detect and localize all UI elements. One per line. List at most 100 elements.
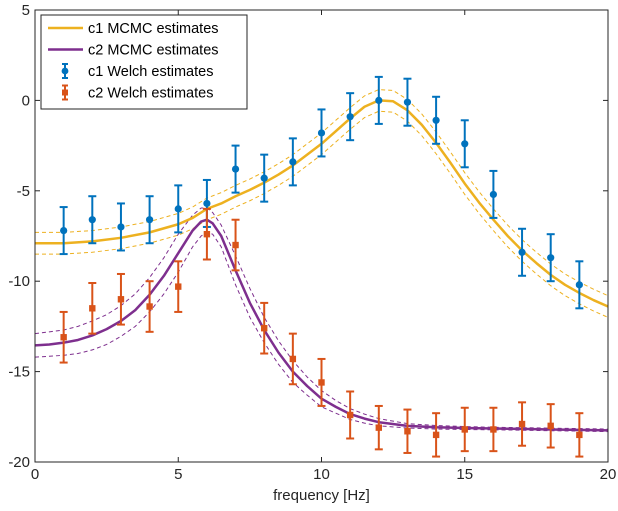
errorbar-point — [116, 202, 125, 252]
errorbar-point — [403, 77, 412, 127]
errorbar-point — [288, 137, 297, 187]
data-point-circle — [174, 205, 182, 213]
errorbar-point — [346, 390, 355, 440]
data-point-circle — [60, 226, 68, 235]
legend-label: c1 Welch estimates — [88, 64, 213, 80]
legend-swatch-marker — [62, 89, 68, 96]
data-point-square — [289, 355, 297, 363]
data-point-square — [576, 431, 583, 439]
data-point-circle — [461, 140, 469, 148]
y-tick-label: -20 — [8, 454, 30, 471]
errorbar-point — [489, 406, 498, 453]
errorbar-point — [460, 406, 469, 453]
band-upper-line — [35, 89, 608, 297]
errorbar-point — [317, 357, 326, 407]
x-axis: 0 5 10 15 20 — [31, 10, 617, 483]
data-point-square — [346, 411, 354, 419]
legend-item: c1 MCMC estimates — [48, 21, 219, 37]
errorbar-point — [432, 95, 441, 145]
errorbar-point — [145, 195, 154, 245]
legend-item: c1 Welch estimates — [61, 63, 213, 80]
y-axis: -20 -15 -10 -5 0 5 — [8, 2, 608, 471]
legend-label: c1 MCMC estimates — [88, 21, 219, 37]
data-point-circle — [317, 129, 326, 137]
legend-label: c2 Welch estimates — [88, 86, 213, 102]
errorbar-point — [346, 92, 355, 142]
data-point-circle — [575, 281, 583, 289]
data-point-circle — [88, 216, 96, 224]
legend-item: c2 MCMC estimates — [48, 43, 219, 59]
errorbar-point — [260, 301, 269, 355]
data-point-square — [518, 420, 526, 428]
errorbar-point — [432, 412, 441, 458]
data-point-circle — [489, 190, 497, 199]
x-tick-label: 20 — [600, 466, 617, 483]
data-point-circle — [146, 216, 154, 224]
data-point-circle — [547, 254, 555, 262]
y-tick-label: -5 — [17, 183, 30, 200]
errorbar-point — [374, 75, 383, 125]
errorbar-point — [88, 195, 97, 245]
data-point-square — [318, 379, 325, 386]
errorbar-point — [518, 401, 527, 447]
confidence-bands — [35, 89, 608, 433]
errorbar-point — [145, 280, 154, 333]
data-point-circle — [518, 248, 526, 256]
legend-label: c2 MCMC estimates — [88, 43, 219, 59]
errorbar-point — [575, 260, 584, 310]
data-point-circle — [117, 223, 125, 231]
data-point-square — [490, 426, 497, 433]
data-point-square — [547, 422, 554, 430]
data-point-circle — [346, 113, 354, 121]
y-tick-label: 0 — [22, 92, 30, 109]
errorbar-point — [518, 227, 527, 277]
mcmc-series-line — [35, 218, 608, 432]
data-point-square — [261, 325, 268, 332]
errorbar-point — [88, 282, 97, 335]
data-point-circle — [260, 174, 268, 182]
data-point-square — [146, 303, 153, 310]
data-point-square — [432, 431, 440, 439]
errorbar-point — [231, 144, 240, 194]
x-tick-label: 0 — [31, 466, 39, 483]
legend: c1 MCMC estimates c2 MCMC estimates c1 Wel… — [40, 14, 248, 110]
data-point-circle — [289, 158, 297, 166]
data-point-square — [175, 283, 182, 290]
y-tick-label: 5 — [22, 2, 30, 19]
data-point-square — [375, 424, 382, 431]
errorbar-point — [202, 207, 211, 261]
errorbar-point — [317, 108, 326, 158]
errorbar-point — [489, 169, 498, 219]
data-point-circle — [432, 116, 440, 124]
errorbar-point — [288, 332, 297, 386]
errorbar-point — [231, 218, 240, 272]
data-point-circle — [203, 199, 211, 208]
errorbar-point — [575, 412, 584, 458]
x-tick-label: 15 — [456, 466, 473, 483]
x-tick-label: 10 — [313, 466, 330, 483]
errorbar-point — [546, 403, 555, 449]
data-point-circle — [403, 98, 412, 106]
data-point-square — [461, 426, 468, 433]
errorbar-point — [116, 272, 125, 326]
band-lower-line — [35, 110, 608, 318]
y-tick-label: -15 — [8, 364, 30, 381]
errorbar-point — [260, 153, 269, 203]
data-point-square — [60, 334, 67, 341]
x-tick-label: 5 — [174, 466, 182, 483]
errorbar-point — [174, 184, 183, 234]
errorbar-point — [59, 206, 68, 256]
errorbar-point — [59, 310, 68, 364]
data-point-square — [232, 241, 239, 249]
data-point-square — [89, 305, 96, 312]
data-point-square — [404, 428, 411, 435]
errorbar-point — [460, 119, 469, 169]
data-point-square — [117, 296, 125, 303]
data-point-circle — [231, 165, 240, 173]
legend-swatch-marker — [61, 67, 69, 75]
band-lower-line — [35, 231, 608, 433]
errorbar-point — [374, 404, 383, 451]
legend-item: c2 Welch estimates — [62, 84, 213, 102]
band-upper-line — [35, 207, 608, 430]
